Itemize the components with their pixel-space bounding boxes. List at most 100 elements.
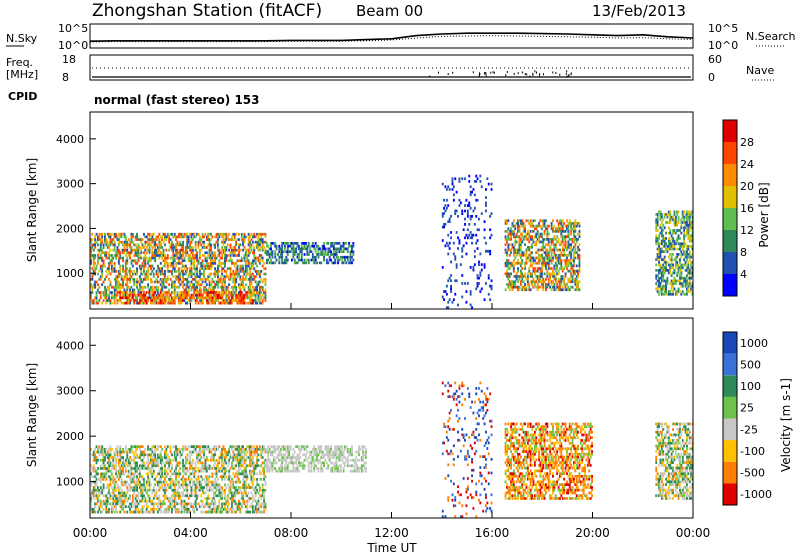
range-cell — [144, 256, 147, 260]
range-cell — [112, 508, 115, 511]
range-cell — [517, 230, 519, 233]
range-cell — [129, 464, 131, 468]
range-cell — [459, 263, 462, 266]
range-cell — [200, 238, 203, 241]
range-cell — [575, 283, 578, 286]
range-cell — [547, 272, 550, 276]
range-cell — [229, 291, 232, 294]
range-cell — [184, 270, 187, 273]
range-cell — [443, 290, 445, 293]
range-cell — [105, 497, 108, 500]
range-cell — [672, 279, 674, 283]
range-cell — [186, 270, 189, 273]
range-cell — [180, 254, 183, 257]
range-cell — [298, 258, 300, 262]
range-cell — [108, 251, 110, 255]
range-cell — [557, 272, 560, 276]
range-cell — [113, 483, 116, 487]
range-cell — [123, 235, 126, 239]
range-cell — [115, 494, 117, 498]
range-cell — [208, 296, 211, 300]
range-cell — [165, 480, 168, 484]
range-cell — [299, 250, 302, 253]
range-cell — [189, 456, 191, 459]
range-cell — [102, 475, 105, 478]
range-cell — [458, 177, 461, 181]
range-cell — [169, 483, 172, 487]
range-cell — [564, 272, 567, 276]
range-cell — [663, 287, 666, 291]
range-cell — [688, 223, 691, 227]
range-cell — [130, 448, 133, 451]
range-cell — [123, 483, 126, 487]
range-cell — [155, 285, 158, 289]
range-cell — [573, 235, 575, 238]
range-cell — [144, 499, 147, 503]
range-cell — [545, 283, 547, 286]
range-cell — [169, 262, 172, 265]
range-cell — [660, 274, 663, 277]
range-cell — [115, 448, 117, 451]
range-cell — [508, 230, 511, 233]
range-cell — [506, 219, 508, 223]
range-cell — [145, 505, 148, 508]
range-cell — [339, 244, 342, 248]
range-cell — [659, 284, 662, 288]
range-cell — [182, 246, 184, 249]
range-cell — [246, 272, 249, 276]
range-cell — [522, 280, 525, 284]
range-cell — [112, 456, 115, 459]
range-cell — [521, 280, 524, 284]
range-cell — [450, 284, 452, 288]
range-cell — [561, 227, 564, 231]
range-cell — [574, 219, 577, 223]
range-cell — [240, 299, 243, 302]
range-cell — [205, 259, 208, 263]
range-cell — [137, 259, 140, 263]
range-cell — [575, 240, 578, 244]
range-cell — [90, 483, 92, 487]
range-cell — [144, 299, 147, 302]
range-cell — [119, 285, 122, 289]
range-cell — [99, 254, 102, 257]
range-cell — [214, 243, 217, 247]
range-cell — [578, 280, 581, 284]
range-cell — [117, 270, 120, 273]
range-cell — [281, 255, 284, 259]
range-cell — [176, 480, 179, 484]
nave-point — [566, 75, 568, 78]
range-cell — [171, 472, 173, 476]
range-cell — [264, 267, 267, 270]
range-cell — [471, 233, 473, 237]
range-cell — [127, 488, 130, 492]
range-cell — [672, 218, 674, 222]
range-cell — [515, 253, 518, 257]
range-cell — [117, 450, 120, 454]
range-cell — [251, 259, 254, 263]
range-cell — [123, 491, 126, 495]
range-cell — [133, 475, 136, 478]
range-cell — [249, 243, 251, 247]
range-cell — [158, 243, 161, 247]
range-cell — [222, 299, 225, 302]
range-cell — [119, 453, 122, 457]
range-cell — [246, 293, 249, 297]
range-cell — [108, 502, 110, 506]
range-cell — [159, 478, 162, 481]
range-cell — [352, 242, 355, 245]
range-cell — [123, 497, 126, 500]
range-cell — [473, 249, 476, 253]
range-cell — [122, 494, 124, 498]
range-cell — [158, 296, 161, 300]
range-cell — [176, 240, 179, 244]
range-cell — [120, 464, 123, 468]
range-cell — [179, 254, 182, 257]
range-cell — [136, 483, 138, 487]
range-cell — [310, 258, 313, 262]
range-cell — [182, 275, 184, 278]
range-cell — [159, 246, 162, 249]
range-cell — [656, 269, 659, 272]
range-cell — [116, 499, 119, 503]
station-title: Zhongshan Station (fitACF) — [92, 1, 322, 21]
range-cell — [171, 488, 173, 492]
